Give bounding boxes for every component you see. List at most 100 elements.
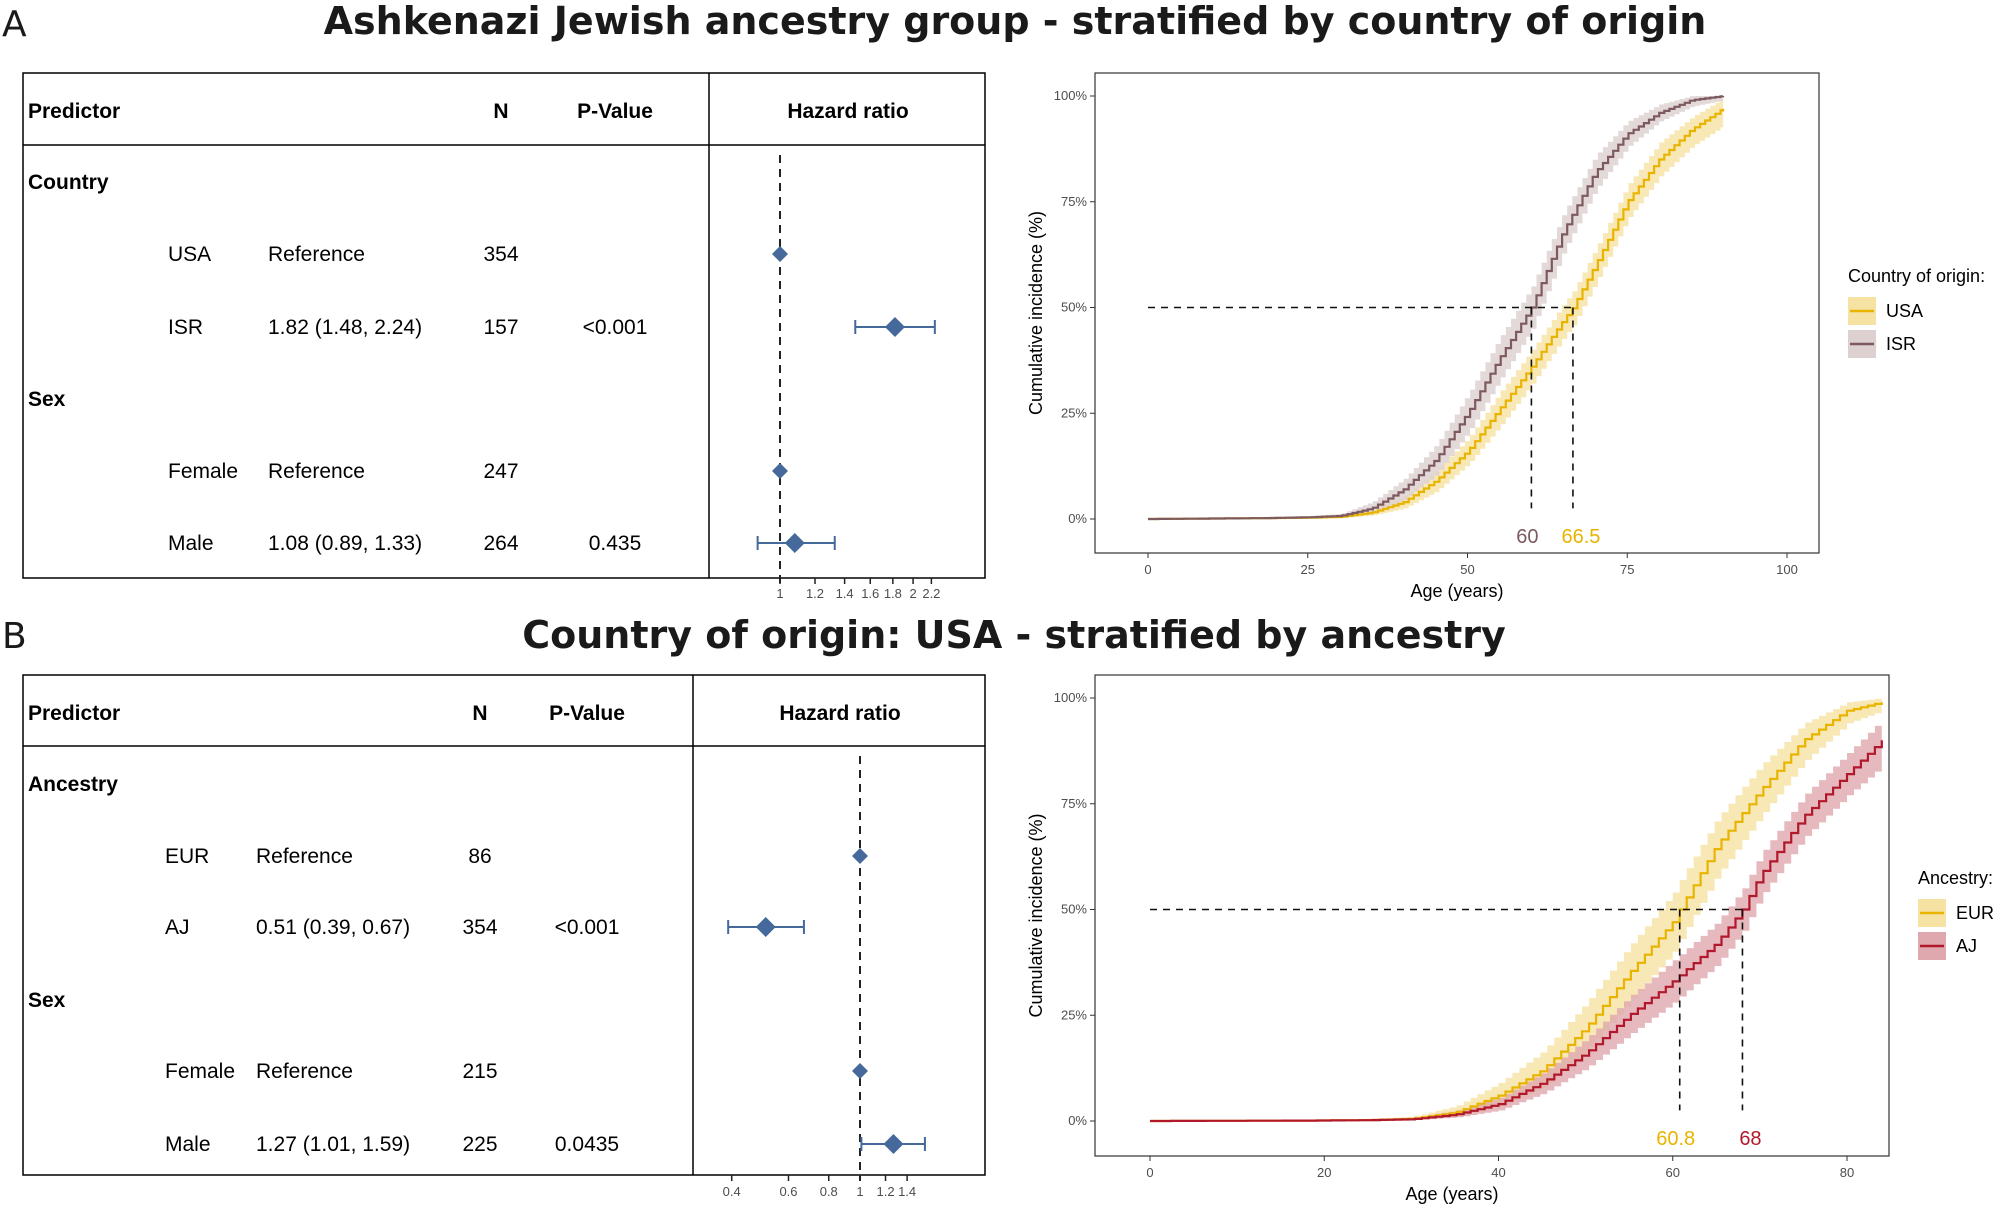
row-estimate: 1.82 (1.48, 2.24)	[268, 316, 422, 339]
panel-b-title: Country of origin: USA - stratified by a…	[522, 613, 1506, 657]
forest-tick-label: 2	[909, 586, 916, 601]
panel-a: Predictor N P-Value Hazard ratio Country USA R…	[22, 72, 1985, 601]
row-estimate: 1.27 (1.01, 1.59)	[256, 1133, 410, 1156]
legend-label: EUR	[1956, 903, 1994, 923]
median-label: 68	[1739, 1128, 1761, 1150]
row-n: 264	[483, 532, 518, 555]
km-y-tick-label: 0%	[1068, 1113, 1087, 1128]
row-n: 215	[462, 1060, 497, 1083]
forest-tick-label: 1.4	[898, 1184, 916, 1199]
km-x-tick-label: 25	[1301, 562, 1315, 577]
row-n: 225	[462, 1133, 497, 1156]
panel-label-b: B	[2, 616, 27, 657]
forest-tick-label: 1.8	[884, 586, 902, 601]
forest-tick-label: 2.2	[922, 586, 940, 601]
hazard-ratio-marker	[755, 917, 776, 937]
hazard-ratio-marker	[772, 463, 788, 479]
km-y-tick-label: 25%	[1061, 405, 1087, 420]
median-label: 60.8	[1656, 1128, 1695, 1150]
km-x-tick-label: 0	[1144, 562, 1151, 577]
header-n: N	[493, 100, 508, 123]
km-plot-frame	[1094, 72, 1820, 554]
hazard-ratio-marker	[772, 246, 788, 262]
group-label: Country	[28, 171, 109, 194]
km-x-tick-label: 60	[1666, 1165, 1680, 1180]
forest-tick-label: 1.6	[861, 586, 879, 601]
km-y-tick-label: 25%	[1061, 1007, 1087, 1022]
row-label: USA	[168, 243, 211, 266]
row-label: ISR	[168, 316, 203, 339]
row-n: 247	[483, 460, 518, 483]
km-x-tick-label: 80	[1840, 1165, 1854, 1180]
row-estimate: 0.51 (0.39, 0.67)	[256, 916, 410, 939]
km-plot-frame	[1094, 674, 1890, 1157]
forest-tick-label: 0.8	[820, 1184, 838, 1199]
km-x-axis-label: Age (years)	[1405, 1184, 1498, 1204]
km-y-tick-label: 100%	[1054, 690, 1088, 705]
median-label: 66.5	[1561, 526, 1600, 548]
forest-tick-label: 1.2	[806, 586, 824, 601]
km-y-tick-label: 50%	[1061, 902, 1087, 917]
row-p-value: <0.001	[555, 916, 620, 939]
legend-label: ISR	[1886, 334, 1916, 354]
row-n: 86	[468, 845, 491, 868]
header-p-value: P-Value	[549, 702, 625, 725]
km-x-tick-label: 0	[1146, 1165, 1153, 1180]
row-label: AJ	[165, 916, 190, 939]
hazard-ratio-marker	[784, 533, 805, 553]
forest-tick-label: 1.2	[876, 1184, 894, 1199]
forest-tick-label: 1	[776, 586, 783, 601]
km-x-axis-label: Age (years)	[1410, 581, 1503, 601]
confidence-band-isr	[1148, 96, 1724, 519]
hazard-ratio-marker	[852, 848, 868, 864]
km-x-tick-label: 75	[1620, 562, 1634, 577]
km-y-axis-label: Cumulative incidence (%)	[1026, 211, 1046, 415]
row-estimate: Reference	[256, 1060, 353, 1083]
row-n: 354	[483, 243, 518, 266]
legend-title: Country of origin:	[1848, 266, 1985, 286]
header-hazard-ratio: Hazard ratio	[787, 100, 908, 123]
row-label: Female	[165, 1060, 235, 1083]
header-predictor: Predictor	[28, 100, 120, 123]
row-estimate: Reference	[268, 243, 365, 266]
row-estimate: Reference	[268, 460, 365, 483]
hazard-ratio-marker	[852, 1063, 868, 1079]
row-label: Male	[165, 1133, 211, 1156]
km-curve-isr	[1148, 95, 1725, 521]
km-x-tick-label: 20	[1317, 1165, 1331, 1180]
legend-title: Ancestry:	[1918, 868, 1993, 888]
km-y-tick-label: 50%	[1061, 300, 1087, 315]
header-p-value: P-Value	[577, 100, 653, 123]
row-label: Male	[168, 532, 214, 555]
row-estimate: Reference	[256, 845, 353, 868]
header-predictor: Predictor	[28, 702, 120, 725]
km-y-tick-label: 100%	[1054, 88, 1088, 103]
group-label: Sex	[28, 388, 66, 411]
km-x-tick-label: 100	[1776, 562, 1798, 577]
confidence-band-usa	[1148, 98, 1724, 519]
panel-a-title: Ashkenazi Jewish ancestry group - strati…	[324, 0, 1707, 43]
header-n: N	[472, 702, 487, 725]
forest-table-frame	[22, 674, 986, 1176]
forest-tick-label: 0.6	[779, 1184, 797, 1199]
forest-tick-label: 1.4	[836, 586, 854, 601]
forest-tick-label: 1	[856, 1184, 863, 1199]
panel-b: Predictor N P-Value Hazard ratio Ancestry EUR…	[22, 674, 1994, 1204]
hazard-ratio-marker	[884, 317, 905, 337]
km-x-tick-label: 40	[1491, 1165, 1505, 1180]
forest-table-frame	[22, 72, 986, 579]
median-label: 60	[1516, 526, 1538, 548]
panels: Predictor N P-Value Hazard ratio Country USA R…	[22, 72, 1994, 1204]
row-n: 354	[462, 916, 497, 939]
group-label: Sex	[28, 989, 66, 1012]
row-p-value: <0.001	[583, 316, 648, 339]
row-label: EUR	[165, 845, 209, 868]
row-label: Female	[168, 460, 238, 483]
row-p-value: 0.435	[589, 532, 642, 555]
panel-label-a: A	[2, 4, 27, 45]
legend-label: AJ	[1956, 936, 1977, 956]
forest-tick-label: 0.4	[723, 1184, 741, 1199]
header-hazard-ratio: Hazard ratio	[779, 702, 900, 725]
row-p-value: 0.0435	[555, 1133, 619, 1156]
hazard-ratio-marker	[883, 1134, 904, 1154]
